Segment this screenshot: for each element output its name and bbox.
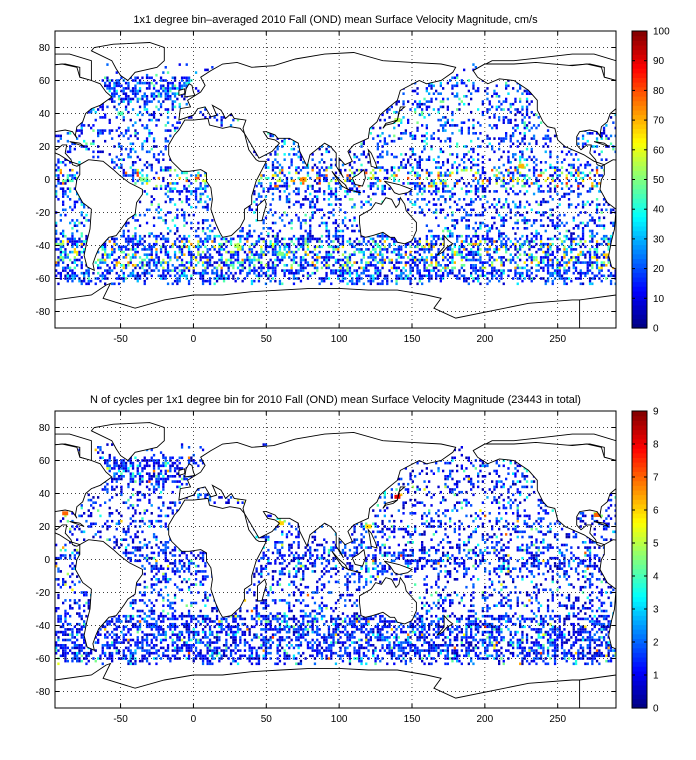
- colorbar-tick-label-bottom-0: 0: [653, 704, 659, 715]
- map-panel-top: -50 0 50 100 150 200 250806040200-20-40-60-801…: [36, 14, 671, 345]
- hotspot-bottom-1: [62, 511, 69, 516]
- colorbar-top: 0 10 20 30 40 50 60 70 80 90 100: [631, 27, 670, 335]
- x-tick-label-top-6: 250: [549, 334, 566, 345]
- colorbar-tick-label-top-4: 40: [653, 205, 665, 216]
- x-tick-label-bottom-5: 200: [477, 714, 494, 725]
- y-tick-label-bottom-7: -60: [36, 654, 51, 665]
- colorbar-tick-label-bottom-9: 9: [653, 407, 659, 418]
- y-tick-label-bottom-2: 40: [39, 489, 51, 500]
- x-tick-label-bottom-6: 250: [549, 714, 566, 725]
- colorbar-tick-label-top-2: 20: [653, 264, 665, 275]
- hotspot-top-3: [139, 177, 146, 182]
- colorbar-tick-label-bottom-7: 7: [653, 473, 659, 484]
- x-tick-label-top-1: 0: [191, 334, 197, 345]
- colorbar-tick-label-bottom-2: 2: [653, 638, 659, 649]
- colorbar-bottom: 0 1 2 3 4 5 6 7 8 9: [631, 407, 659, 715]
- y-tick-label-bottom-3: 20: [39, 522, 51, 533]
- data-cells-bottom: [55, 443, 616, 666]
- grid-bottom: [55, 411, 616, 708]
- x-tick-label-bottom-2: 50: [261, 714, 273, 725]
- x-tick-label-bottom-3: 100: [331, 714, 348, 725]
- y-tick-label-top-5: -20: [36, 208, 51, 219]
- hotspot-top-5: [277, 251, 284, 256]
- coastlines-top: [55, 42, 616, 328]
- y-tick-label-top-3: 20: [39, 142, 51, 153]
- colorbar-tick-label-top-0: 0: [653, 324, 659, 335]
- colorbar-tick-label-top-5: 50: [653, 175, 665, 186]
- map-panel-bottom: -50 0 50 100 150 200 250806040200-20-40-60-80N…: [36, 394, 659, 725]
- colorbar-tick-label-bottom-8: 8: [653, 440, 659, 451]
- y-tick-label-top-1: 60: [39, 76, 51, 87]
- y-tick-label-top-2: 40: [39, 109, 51, 120]
- y-tick-label-top-7: -60: [36, 274, 51, 285]
- colorbar-tick-label-bottom-1: 1: [653, 671, 659, 682]
- x-tick-label-top-0: -50: [113, 334, 128, 345]
- hotspot-top-6: [117, 111, 124, 116]
- x-tick-label-bottom-0: -50: [113, 714, 128, 725]
- colorbar-tick-label-bottom-6: 6: [653, 506, 659, 517]
- y-tick-label-top-8: -80: [36, 307, 51, 318]
- x-tick-label-top-5: 200: [477, 334, 494, 345]
- y-tick-label-top-4: 0: [44, 175, 50, 186]
- coastlines-bottom: [55, 422, 616, 708]
- chart-title-bottom: N of cycles per 1x1 degree bin for 2010 …: [90, 394, 581, 406]
- y-tick-label-bottom-0: 80: [39, 423, 51, 434]
- colorbar-tick-label-top-9: 90: [653, 56, 665, 67]
- x-tick-label-top-3: 100: [331, 334, 348, 345]
- grid-top: [55, 31, 616, 328]
- x-tick-label-bottom-1: 0: [191, 714, 197, 725]
- x-tick-label-bottom-4: 150: [404, 714, 421, 725]
- colorbar-tick-label-top-6: 60: [653, 145, 665, 156]
- y-tick-label-bottom-4: 0: [44, 555, 50, 566]
- hotspot-top-1: [518, 164, 525, 169]
- colorbar-tick-label-bottom-3: 3: [653, 605, 659, 616]
- colorbar-tick-label-bottom-5: 5: [653, 539, 659, 550]
- y-tick-label-top-6: -40: [36, 241, 51, 252]
- chart-title-top: 1x1 degree bin–averaged 2010 Fall (OND) …: [133, 14, 538, 26]
- y-tick-label-bottom-1: 60: [39, 456, 51, 467]
- y-tick-label-top-0: 80: [39, 43, 51, 54]
- hotspot-bottom-4: [365, 524, 372, 529]
- hotspot-top-4: [234, 243, 241, 248]
- y-tick-label-bottom-8: -80: [36, 687, 51, 698]
- hotspot-bottom-0: [394, 494, 401, 499]
- y-tick-label-bottom-6: -40: [36, 621, 51, 632]
- colorbar-tick-label-bottom-4: 4: [653, 572, 659, 583]
- y-tick-label-bottom-5: -20: [36, 588, 51, 599]
- colorbar-tick-label-top-10: 100: [653, 27, 670, 38]
- hotspot-bottom-2: [594, 513, 601, 517]
- colorbar-tick-label-top-7: 70: [653, 116, 665, 127]
- hotspot-top-0: [299, 177, 306, 182]
- colorbar-tick-label-top-3: 30: [653, 234, 665, 245]
- colorbar-tick-label-top-1: 10: [653, 294, 665, 305]
- colorbar-tick-label-top-8: 80: [653, 86, 665, 97]
- hotspot-bottom-3: [277, 521, 284, 526]
- x-tick-label-top-2: 50: [261, 334, 273, 345]
- x-tick-label-top-4: 150: [404, 334, 421, 345]
